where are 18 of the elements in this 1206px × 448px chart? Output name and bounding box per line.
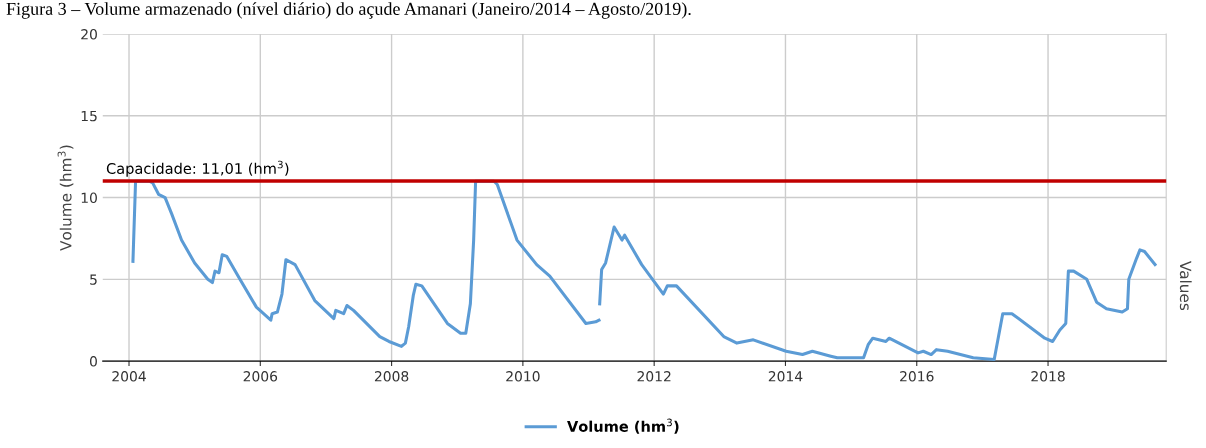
y-tick-label: 10 (81, 192, 97, 204)
x-tick-label: 2010 (506, 371, 540, 382)
x-tick-label: 2006 (243, 371, 278, 382)
legend-label: Volume (hm$^{3}$) (567, 418, 679, 434)
y2-axis-title: Values (1179, 261, 1192, 311)
x-tick-label: 2016 (900, 371, 934, 382)
x-tick-label: 2014 (768, 371, 803, 382)
x-tick-label: 2008 (374, 371, 409, 382)
x-tick-label: 2012 (637, 371, 671, 382)
y-tick-label: 5 (90, 274, 97, 285)
x-tick-label: 2004 (112, 371, 146, 382)
ref-line-label: Capacidade: 11,01 (hm$^{3}$) (106, 160, 289, 177)
chart-title: Figura 3 – Volume armazenado (nível diário) do açude Amanari (Janeiro/2014 – Agosto/2019). (6, 2, 691, 19)
y-tick-label: 20 (81, 29, 97, 40)
y-tick-label: 0 (89, 356, 97, 367)
y-axis-title: Volume (hm$^{3}$) (57, 145, 74, 251)
y-tick-label: 15 (81, 110, 97, 122)
x-tick-label: 2018 (1031, 371, 1065, 382)
